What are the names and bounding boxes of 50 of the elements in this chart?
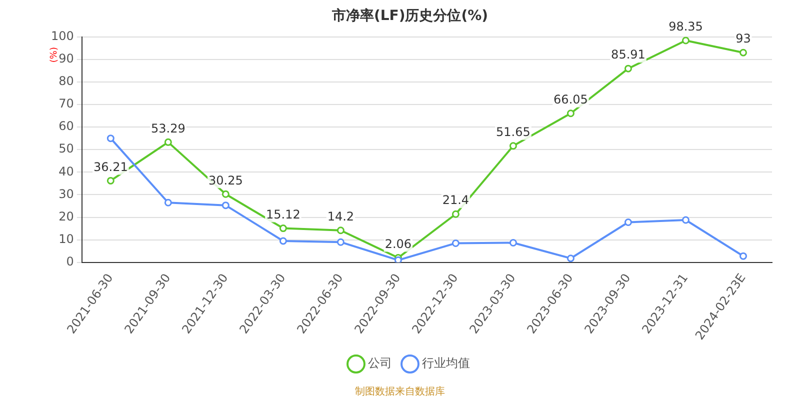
y-tick-label: 90: [58, 51, 74, 66]
point: [106, 176, 114, 184]
data-label: 36.21: [93, 160, 128, 174]
point: [106, 134, 114, 142]
point: [566, 110, 574, 118]
point: [739, 48, 747, 56]
y-tick-label: 30: [58, 186, 74, 201]
data-label: 14.2: [327, 209, 354, 224]
data-label: 85.91: [611, 48, 646, 62]
chart-title: 市净率(LF)历史分位(%): [330, 7, 488, 24]
point: [566, 254, 574, 262]
point: [222, 202, 230, 210]
point: [624, 64, 632, 72]
point: [336, 226, 344, 234]
legend-label: 公司: [368, 356, 392, 370]
data-label: 93: [736, 32, 751, 46]
data-label: 98.35: [668, 20, 703, 34]
y-axis-title: (%): [49, 47, 60, 63]
y-tick-label: 70: [58, 96, 74, 111]
y-tick-label: 100: [51, 28, 74, 43]
legend-label: 行业均值: [422, 356, 470, 370]
y-tick-label: 20: [58, 209, 74, 224]
point: [279, 237, 287, 245]
text: 制图数据来自数据库: [355, 386, 445, 398]
y-tick-label: 80: [58, 74, 74, 88]
y-tick-label: 10: [58, 232, 74, 246]
point: [164, 198, 172, 206]
point: [222, 190, 230, 198]
point: [739, 252, 747, 260]
point: [509, 239, 517, 247]
data-label: 51.65: [496, 125, 530, 140]
y-tick-label: 40: [58, 164, 74, 178]
data-label: 15.12: [266, 207, 300, 222]
data-label: 30.25: [208, 173, 243, 188]
point: [509, 142, 517, 150]
y-tick-label: 0: [66, 254, 74, 269]
data-label: 66.05: [554, 92, 588, 107]
point: [164, 138, 172, 146]
point: [624, 218, 632, 226]
point: [336, 238, 344, 246]
data-label: 53.29: [150, 121, 186, 136]
data-label: 2.06: [384, 236, 412, 251]
point: [279, 224, 287, 232]
point: [682, 216, 690, 224]
data-label: 21.4: [442, 193, 470, 208]
y-tick-label: 50: [58, 142, 74, 156]
point: [682, 36, 690, 44]
point: [452, 210, 460, 218]
point: [452, 239, 460, 247]
y-tick-label: 60: [58, 119, 74, 134]
